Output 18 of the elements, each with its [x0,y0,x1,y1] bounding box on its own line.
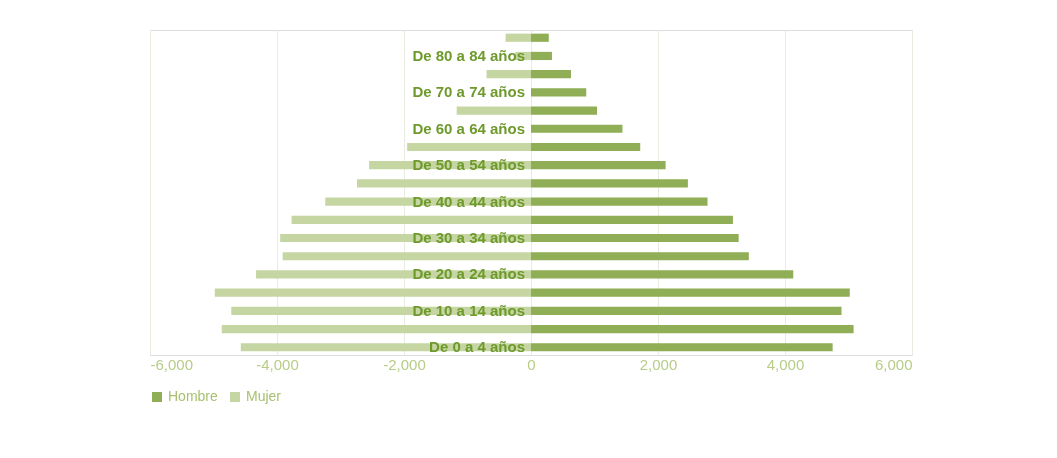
y-tick-label: De 60 a 64 años [412,119,525,137]
y-tick-label: De 50 a 54 años [412,156,525,174]
legend-label: Hombre [168,388,219,404]
y-tick-label: De 10 a 14 años [412,301,525,319]
y-tick-label: De 30 a 34 años [412,229,525,247]
y-tick-label: De 80 a 84 años [412,46,525,64]
x-tick-label: -2,000 [383,355,426,373]
x-tick-label: 2,000 [639,355,678,373]
x-tick-label: 0 [527,355,536,373]
y-tick-label: De 0 a 4 años [429,338,525,356]
x-tick-label: 6,000 [874,355,913,373]
y-tick-label: De 40 a 44 años [412,192,525,210]
legend-label: Mujer [246,388,282,404]
x-tick-label: -6,000 [150,355,194,373]
y-tick-label: De 70 a 74 años [412,83,525,101]
x-tick-label: 4,000 [766,355,805,373]
y-tick-label: De 20 a 24 años [412,265,525,283]
x-tick-label: -4,000 [256,355,299,373]
